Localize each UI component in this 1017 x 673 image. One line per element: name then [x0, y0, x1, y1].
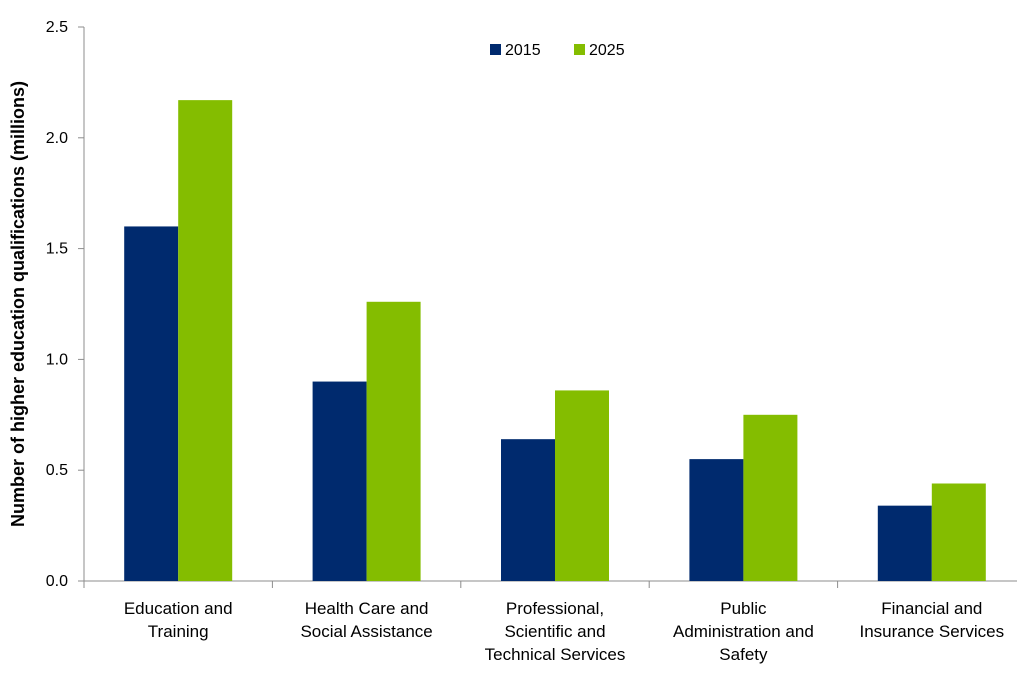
bar-2015-1: [312, 381, 367, 581]
x-category-label: Health Care and Social Assistance: [300, 599, 432, 641]
legend-label-2025: 2025: [589, 42, 625, 59]
x-category-label-line: Public: [720, 599, 767, 618]
x-category-label: Public Administration and Safety: [673, 599, 814, 664]
x-category-label: Education and Training: [124, 599, 233, 641]
y-tick-label: 0.5: [46, 462, 68, 479]
y-tick-label: 1.5: [46, 241, 68, 258]
legend-swatch-2015: [490, 44, 501, 55]
x-category-label-line: Social Assistance: [300, 622, 432, 641]
bar-2025-1: [366, 301, 421, 581]
y-tick-label: 0.0: [46, 573, 68, 590]
bar-2025-2: [555, 390, 609, 581]
x-category-label-line: Technical Services: [485, 645, 626, 664]
x-category-label-line: Scientific and: [504, 622, 605, 641]
x-category-label-line: Education and: [124, 599, 233, 618]
legend-swatch-2025: [574, 44, 585, 55]
y-tick-label: 1.0: [46, 351, 68, 368]
x-category-label-line: Financial and: [881, 599, 982, 618]
y-axis-title: Number of higher education qualification…: [8, 81, 28, 527]
x-category-label: Financial and Insurance Services: [860, 599, 1005, 641]
y-tick-label: 2.5: [46, 19, 68, 36]
bar-2025-4: [931, 483, 986, 581]
x-category-label-line: Safety: [719, 645, 768, 664]
labels: 0.0 0.5 1.0 1.5 2.0 2.5 Education and Training H…: [46, 19, 1004, 664]
y-tick-label: 2.0: [46, 130, 68, 147]
bar-2015-2: [501, 439, 555, 581]
bar-2015-0: [124, 226, 179, 581]
bar-2025-0: [178, 100, 233, 582]
bar-2015-3: [689, 459, 744, 581]
x-category-label-line: Training: [148, 622, 209, 641]
x-category-label-line: Insurance Services: [860, 622, 1005, 641]
bars: [124, 100, 986, 582]
x-category-label-line: Professional,: [506, 599, 604, 618]
bar-2025-3: [743, 414, 798, 581]
bar-2015-4: [877, 505, 932, 581]
x-category-label-line: Administration and: [673, 622, 814, 641]
x-category-label: Professional, Scientific and Technical Ser…: [485, 599, 626, 664]
x-category-label-line: Health Care and: [305, 599, 429, 618]
legend: 2015 2025: [490, 42, 625, 59]
legend-label-2015: 2015: [505, 42, 541, 59]
